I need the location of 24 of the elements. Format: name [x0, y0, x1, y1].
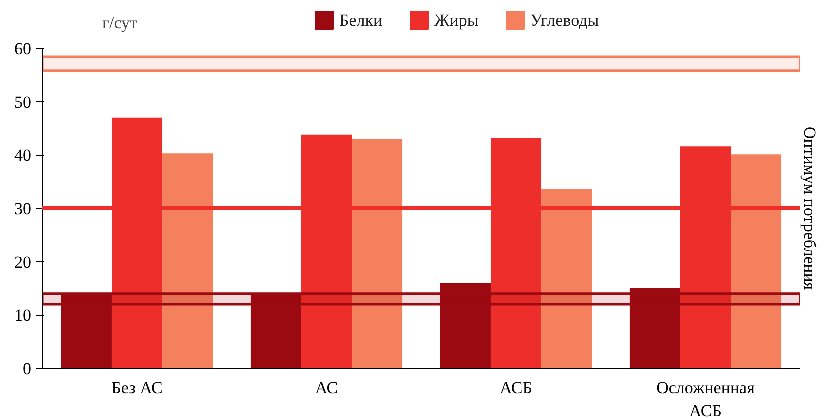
x-tick-label: АС — [315, 378, 338, 398]
y-tick-label: 60 — [14, 40, 32, 58]
legend-label: Жиры — [434, 11, 480, 30]
legend-label: Белки — [340, 11, 383, 30]
y-tick-label: 10 — [14, 306, 32, 326]
bar — [731, 154, 782, 368]
x-tick-label: Осложненная АСБ — [656, 378, 756, 418]
y-tick-label: 40 — [14, 146, 32, 166]
bar — [250, 294, 302, 368]
bar — [542, 189, 592, 368]
y-tick-label: 20 — [14, 252, 32, 272]
x-tick-label: АСБ — [500, 378, 533, 398]
legend-label: Углеводы — [530, 11, 600, 30]
y-tick-label: 0 — [23, 360, 32, 378]
y-tick-label: 50 — [14, 92, 32, 112]
bar — [440, 283, 491, 368]
x-tick-label: Без АС — [112, 378, 163, 398]
bar — [630, 288, 680, 368]
bar — [352, 139, 403, 368]
annotation: Оптимум потребления — [800, 126, 820, 290]
y-tick-label: 30 — [14, 200, 32, 218]
y-axis-title: г/сут — [102, 14, 138, 32]
bar — [61, 294, 112, 368]
bar — [162, 154, 214, 368]
